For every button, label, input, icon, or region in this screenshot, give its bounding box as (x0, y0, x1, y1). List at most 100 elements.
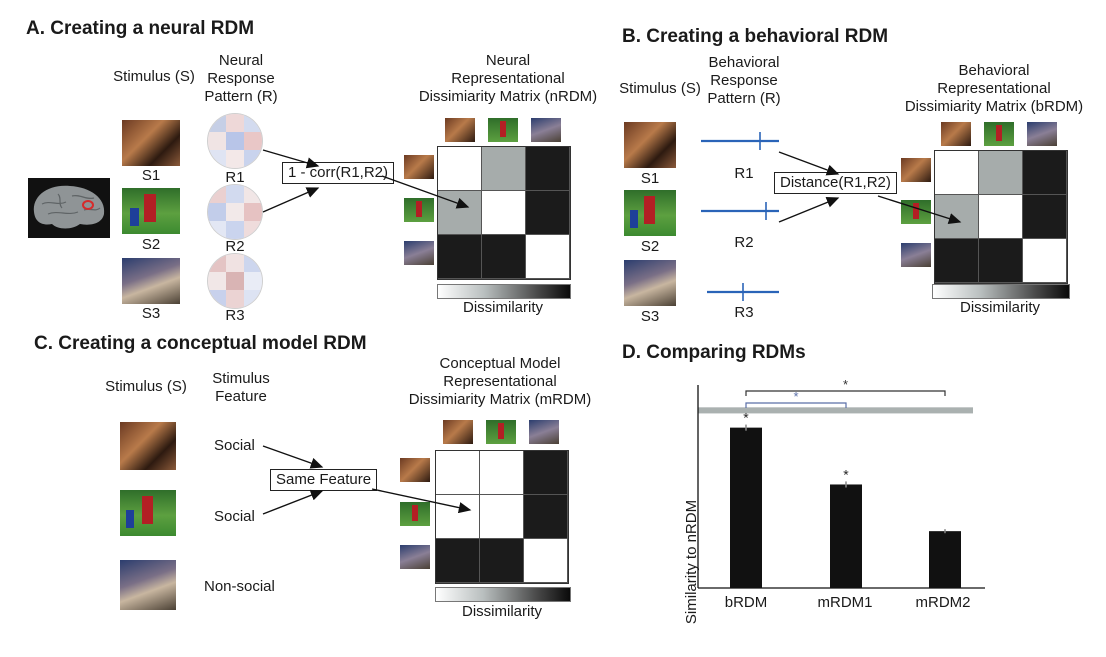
behavioral-colorbar-label: Dissimilarity (960, 299, 1040, 316)
arrow-op-to-nrdm (381, 175, 470, 209)
rdm-cell-1-3 (524, 451, 568, 495)
panel-c-stimulus-image-s2 (120, 490, 176, 536)
panel-a-stimulus-header: Stimulus (S) (113, 68, 195, 85)
significance-star-brdm: * (743, 410, 749, 426)
rdm-cell-3-2 (979, 239, 1023, 283)
comparison-bracket-brdm-mrdm1 (745, 402, 847, 408)
comparison-bar-chart: * * * * (697, 377, 985, 589)
nrdm-row-thumb-s3 (404, 241, 434, 265)
neural-colorbar-label: Dissimilarity (463, 299, 543, 316)
comparison-star-brdm-mrdm2: * (843, 377, 848, 392)
rdm-cell-2-2 (480, 495, 524, 539)
noise-ceiling-band (698, 407, 973, 414)
rdm-cell-3-3 (524, 539, 568, 583)
panel-c-operation-box: Same Feature (270, 469, 378, 491)
rdm-cell-2-3 (526, 191, 570, 235)
arrow-b-r2-to-op (778, 197, 840, 223)
panel-b-stimulus-image-s3 (624, 260, 676, 306)
x-tick-label-mrdm2: mRDM2 (915, 594, 971, 611)
rdm-cell-1-1 (935, 151, 979, 195)
panel-b-response-label-r3: R3 (734, 304, 754, 321)
stimulus-image-s3 (122, 258, 180, 304)
rdm-cell-1-2 (480, 451, 524, 495)
panel-a-response-header: Neural Response Pattern (R) (204, 52, 278, 105)
response-label-r3: R3 (225, 307, 245, 324)
panel-c-stimulus-image-s3 (120, 560, 176, 610)
rdm-cell-2-2 (482, 191, 526, 235)
panel-d-title: D. Comparing RDMs (622, 342, 806, 363)
panel-b-matrix-title: Behavioral Representational Dissimiarity… (904, 62, 1084, 115)
panel-c-feature-header: Stimulus Feature (212, 370, 270, 405)
panel-b-response-label-r1: R1 (734, 165, 754, 182)
panel-c-title: C. Creating a conceptual model RDM (34, 333, 367, 354)
rdm-cell-1-3 (1023, 151, 1067, 195)
panel-c-stimulus-header: Stimulus (S) (105, 378, 187, 395)
brdm-col-thumb-s2 (984, 122, 1014, 146)
neural-pattern-r1 (208, 114, 262, 168)
neural-rdm-matrix (437, 146, 571, 280)
stimulus-label-s3: S3 (141, 305, 161, 322)
panel-b-stimulus-header: Stimulus (S) (619, 80, 701, 97)
arrow-b-r1-to-op (778, 151, 840, 176)
nrdm-col-thumb-s2 (488, 118, 518, 142)
rdm-cell-3-2 (480, 539, 524, 583)
rdm-cell-3-2 (482, 235, 526, 279)
behavioral-rdm-matrix (934, 150, 1068, 284)
mrdm-col-thumb-s2 (486, 420, 516, 444)
bar-mrdm2 (929, 531, 961, 588)
panel-b-stimulus-label-s3: S3 (640, 308, 660, 325)
bar-mrdm1 (830, 484, 862, 588)
rdm-cell-3-1 (436, 539, 480, 583)
arrow-social2-to-op (262, 489, 324, 515)
arrow-op-to-mrdm (371, 488, 472, 514)
panel-b-operation-box: Distance(R1,R2) (774, 172, 897, 194)
mrdm-row-thumb-s3 (400, 545, 430, 569)
neural-pattern-r2 (208, 185, 262, 239)
rdm-cell-2-2 (979, 195, 1023, 239)
brdm-row-thumb-s3 (901, 243, 931, 267)
response-label-r1: R1 (225, 169, 245, 186)
panel-c-stimulus-image-s1 (120, 422, 176, 470)
panel-b-stimulus-label-s1: S1 (640, 170, 660, 187)
brdm-col-thumb-s3 (1027, 122, 1057, 146)
brdm-row-thumb-s1 (901, 158, 931, 182)
rdm-cell-2-1 (436, 495, 480, 539)
arrow-op-to-brdm (877, 195, 962, 224)
brain-image (28, 178, 110, 238)
stimulus-image-s2 (122, 188, 180, 234)
y-axis-label: Similarity to nRDM (683, 499, 700, 625)
significance-star-mrdm1: * (843, 466, 849, 482)
mrdm-col-thumb-s3 (529, 420, 559, 444)
brdm-row-thumb-s2 (901, 200, 931, 224)
conceptual-rdm-matrix (435, 450, 569, 584)
bar-brdm (730, 427, 762, 588)
rdm-cell-3-1 (438, 235, 482, 279)
panel-b-response-header: Behavioral Response Pattern (R) (707, 54, 781, 107)
panel-b-stimulus-label-s2: S2 (640, 238, 660, 255)
feature-label-s2: Social (214, 508, 255, 525)
conceptual-colorbar (435, 587, 571, 602)
rdm-cell-2-3 (1023, 195, 1067, 239)
rdm-cell-3-3 (1023, 239, 1067, 283)
nrdm-col-thumb-s3 (531, 118, 561, 142)
arrows-layer (262, 132, 962, 515)
feature-label-s3: Non-social (204, 578, 275, 595)
panel-c-matrix-title: Conceptual Model Representational Dissim… (408, 355, 592, 408)
rdm-cell-3-1 (935, 239, 979, 283)
stimulus-label-s2: S2 (141, 236, 161, 253)
rdm-cell-3-3 (526, 235, 570, 279)
stimulus-label-s1: S1 (141, 167, 161, 184)
nrdm-col-thumb-s1 (445, 118, 475, 142)
brdm-col-thumb-s1 (941, 122, 971, 146)
panel-a-title: A. Creating a neural RDM (26, 18, 255, 39)
rdm-cell-2-3 (524, 495, 568, 539)
panel-b-stimulus-image-s1 (624, 122, 676, 168)
stimulus-image-s1 (122, 120, 180, 166)
behavioral-colorbar (932, 284, 1070, 299)
panel-b-title: B. Creating a behavioral RDM (622, 26, 889, 47)
rdm-cell-1-2 (979, 151, 1023, 195)
nrdm-row-thumb-s1 (404, 155, 434, 179)
brain-icon (33, 185, 105, 229)
conceptual-colorbar-label: Dissimilarity (462, 603, 542, 620)
rdm-cell-1-3 (526, 147, 570, 191)
